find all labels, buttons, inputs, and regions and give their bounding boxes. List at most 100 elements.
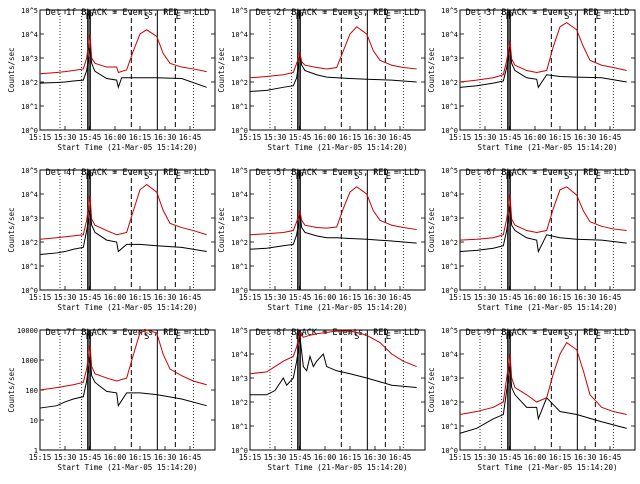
marker-label: P bbox=[296, 172, 302, 182]
x-axis-label: Start Time (21-Mar-05 15:14:20) bbox=[268, 143, 408, 152]
panel-title: Det 2f BLACK = Events, RED = LLD bbox=[256, 8, 420, 18]
x-tick-label: 16:00 bbox=[104, 453, 127, 462]
series-line-events bbox=[39, 210, 207, 256]
marker-label: P bbox=[86, 12, 92, 22]
y-tick-label: 10^2 bbox=[21, 239, 38, 247]
y-tick-label: 10^3 bbox=[231, 215, 248, 223]
plot-frame bbox=[249, 169, 426, 291]
x-tick-label: 15:30 bbox=[474, 453, 497, 462]
series-line-lld bbox=[39, 29, 207, 75]
x-tick-label: 16:00 bbox=[524, 453, 547, 462]
y-tick-label: 10^1 bbox=[441, 423, 458, 431]
marker-label: E bbox=[596, 12, 601, 22]
marker-label: S bbox=[354, 332, 359, 342]
y-tick-label: 10^1 bbox=[21, 103, 38, 111]
x-tick-label: 16:00 bbox=[314, 293, 337, 302]
x-tick-label: 16:15 bbox=[129, 293, 152, 302]
x-tick-label: 15:45 bbox=[499, 293, 522, 302]
y-tick-label: 10^4 bbox=[231, 191, 248, 199]
x-tick-label: 16:30 bbox=[364, 453, 387, 462]
y-tick-label: 10^3 bbox=[231, 375, 248, 383]
x-tick-label: 16:30 bbox=[154, 133, 177, 142]
x-tick-label: 15:45 bbox=[79, 453, 102, 462]
y-tick-label: 10^5 bbox=[441, 167, 458, 175]
marker-label: E bbox=[596, 172, 601, 182]
y-tick-label: 10^2 bbox=[231, 79, 248, 87]
y-tick-label: 10^3 bbox=[441, 375, 458, 383]
y-tick-label: 10^4 bbox=[21, 191, 38, 199]
panel-title: Det 6f BLACK = Events, RED = LLD bbox=[466, 168, 630, 178]
x-tick-label: 15:15 bbox=[239, 453, 262, 462]
x-axis-label: Start Time (21-Mar-05 15:14:20) bbox=[268, 463, 408, 472]
y-tick-label: 10^5 bbox=[231, 327, 248, 335]
y-tick-label: 10^4 bbox=[231, 351, 248, 359]
x-tick-label: 15:15 bbox=[29, 293, 52, 302]
y-tick-label: 100 bbox=[25, 387, 38, 395]
x-tick-label: 16:00 bbox=[104, 133, 127, 142]
plot-frame bbox=[39, 9, 216, 131]
y-tick-label: 10^1 bbox=[231, 263, 248, 271]
x-tick-label: 16:00 bbox=[104, 293, 127, 302]
y-tick-label: 10^5 bbox=[441, 7, 458, 15]
y-tick-label: 10^0 bbox=[21, 287, 38, 295]
x-tick-label: 16:45 bbox=[179, 293, 202, 302]
x-tick-label: 16:15 bbox=[129, 133, 152, 142]
x-tick-label: 15:15 bbox=[449, 133, 472, 142]
y-tick-label: 10^3 bbox=[231, 55, 248, 63]
x-tick-label: 16:00 bbox=[314, 133, 337, 142]
y-tick-label: 10^0 bbox=[231, 287, 248, 295]
x-tick-label: 15:45 bbox=[289, 133, 312, 142]
y-tick-label: 10^3 bbox=[441, 55, 458, 63]
y-tick-label: 10^0 bbox=[231, 447, 248, 455]
series-line-lld bbox=[39, 329, 207, 391]
x-tick-label: 16:45 bbox=[389, 133, 412, 142]
plot-frame bbox=[39, 329, 216, 451]
marker-label: P bbox=[508, 332, 514, 342]
y-tick-label: 10^2 bbox=[441, 399, 458, 407]
y-tick-label: 1 bbox=[34, 447, 38, 455]
series-line-events bbox=[249, 213, 417, 250]
x-tick-label: 16:15 bbox=[339, 133, 362, 142]
y-tick-label: 10^3 bbox=[441, 215, 458, 223]
x-tick-label: 16:15 bbox=[129, 453, 152, 462]
x-tick-label: 15:15 bbox=[449, 453, 472, 462]
y-axis-label: Counts/sec bbox=[7, 47, 16, 92]
x-tick-label: 15:45 bbox=[79, 133, 102, 142]
panel-title: Det 1f BLACK = Events, RED = LLD bbox=[46, 8, 210, 18]
y-tick-label: 10^1 bbox=[21, 263, 38, 271]
x-tick-label: 15:30 bbox=[264, 293, 287, 302]
x-tick-label: 15:45 bbox=[289, 453, 312, 462]
y-tick-label: 10^5 bbox=[21, 7, 38, 15]
x-tick-label: 15:30 bbox=[474, 133, 497, 142]
x-tick-label: 16:30 bbox=[364, 133, 387, 142]
marker-label: E bbox=[176, 332, 181, 342]
x-tick-label: 16:15 bbox=[549, 133, 572, 142]
x-tick-label: 16:45 bbox=[179, 133, 202, 142]
panel-title: Det 3f BLACK = Events, RED = LLD bbox=[466, 8, 630, 18]
marker-label: S bbox=[564, 332, 569, 342]
y-tick-label: 10^0 bbox=[231, 127, 248, 135]
marker-label: P bbox=[298, 172, 304, 182]
y-tick-label: 10^3 bbox=[21, 215, 38, 223]
marker-label: E bbox=[386, 172, 391, 182]
y-tick-label: 10^4 bbox=[441, 31, 458, 39]
panel-title: Det 9f BLACK = Events, RED = LLD bbox=[466, 328, 630, 338]
panel-title: Det 8f BLACK = Events, RED = LLD bbox=[256, 328, 420, 338]
y-axis-label: Counts/sec bbox=[427, 47, 436, 92]
x-tick-label: 16:30 bbox=[574, 133, 597, 142]
x-tick-label: 16:30 bbox=[154, 293, 177, 302]
y-tick-label: 10000 bbox=[17, 327, 38, 335]
x-tick-label: 15:15 bbox=[239, 133, 262, 142]
marker-label: P bbox=[506, 172, 512, 182]
series-line-events bbox=[39, 48, 207, 90]
marker-label: P bbox=[298, 12, 304, 22]
marker-label: P bbox=[86, 332, 92, 342]
marker-label: P bbox=[506, 12, 512, 22]
x-tick-label: 15:30 bbox=[264, 133, 287, 142]
